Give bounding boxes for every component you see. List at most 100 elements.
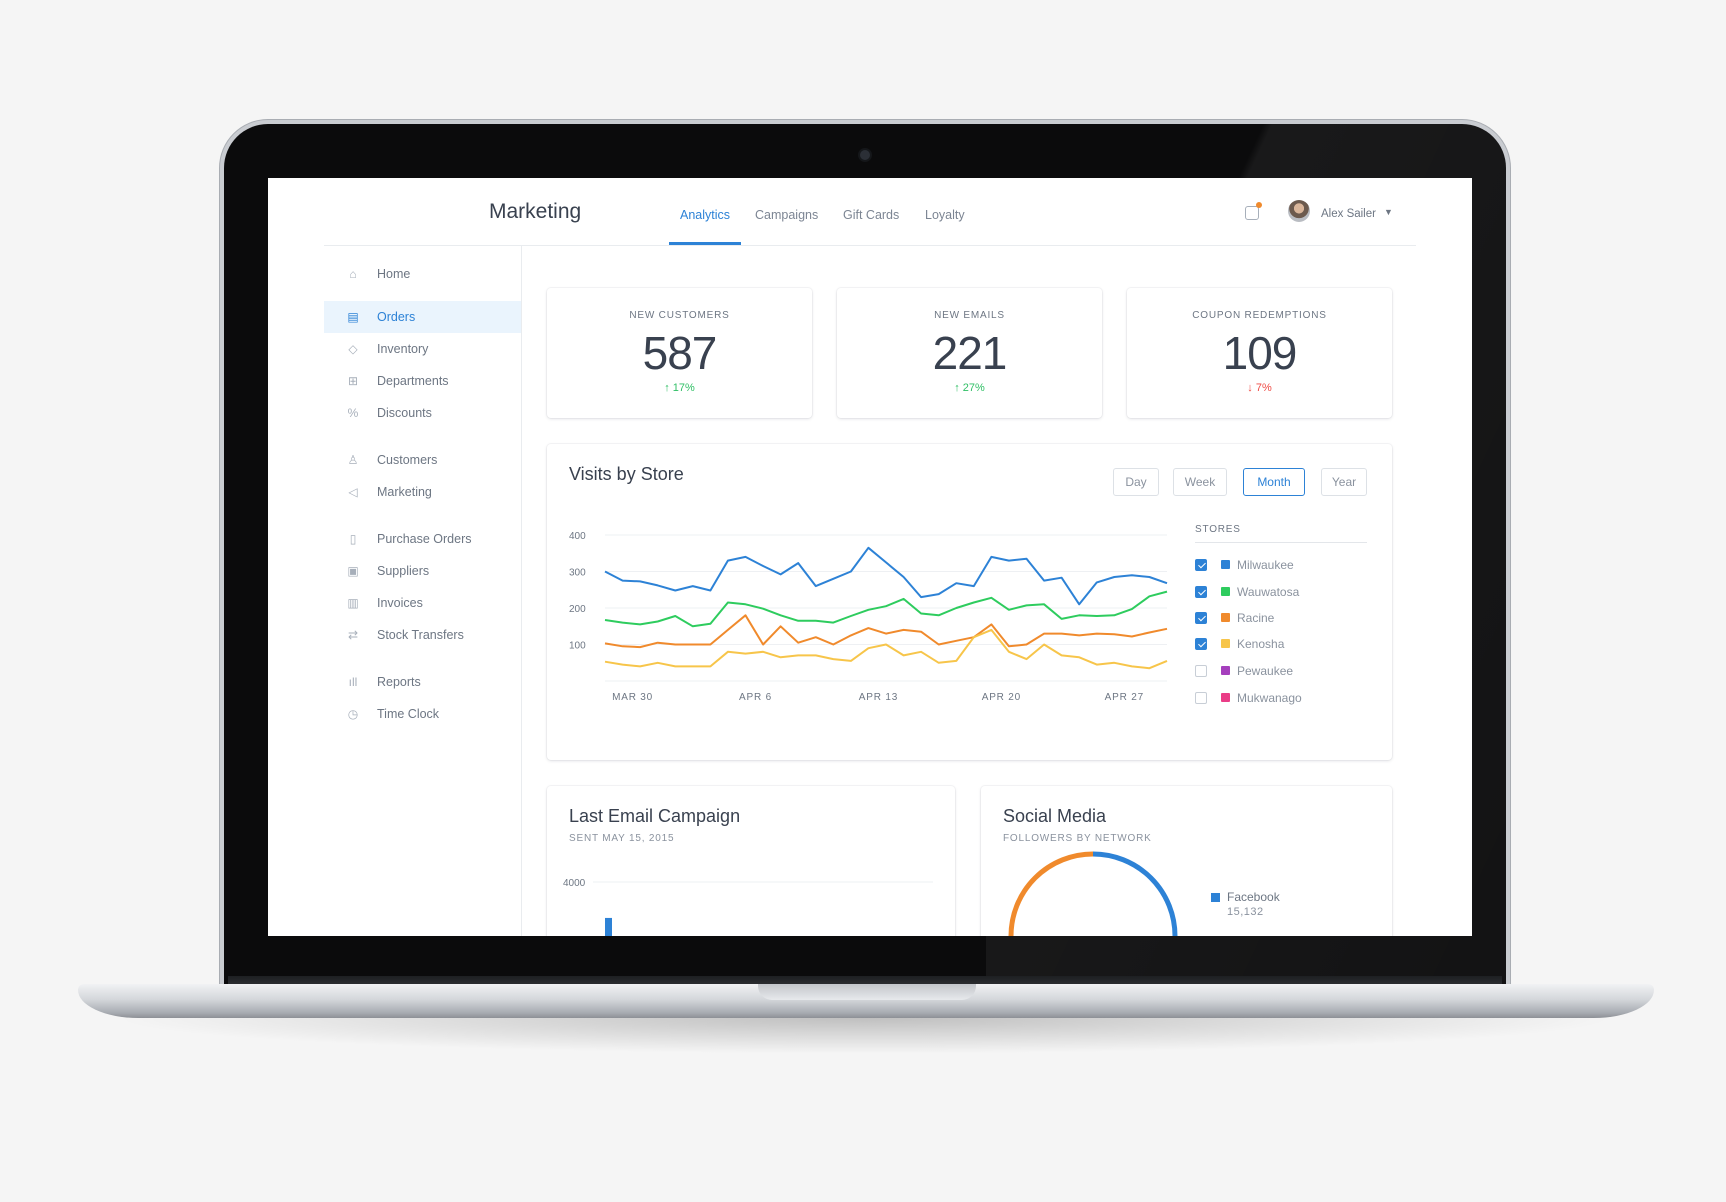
y-tick-label: 200 <box>569 604 586 615</box>
legend-item-wauwatosa[interactable]: Wauwatosa <box>1195 584 1375 602</box>
sidebar-item-label: Stock Transfers <box>377 628 464 642</box>
x-tick-label: MAR 30 <box>612 692 653 703</box>
stores-legend-title: STORES <box>1195 524 1367 543</box>
sidebar-item-invoices[interactable]: ▥ Invoices <box>324 587 521 619</box>
stat-card-new-emails: NEW EMAILS 221 ↑ 27% <box>837 288 1102 418</box>
sidebar-item-marketing[interactable]: ◁ Marketing <box>324 476 521 508</box>
y-tick-label: 4000 <box>563 878 586 889</box>
sidebar-item-time-clock[interactable]: ◷ Time Clock <box>324 698 521 730</box>
email-bar-chart: 30004000 <box>563 878 933 936</box>
checkbox-icon[interactable] <box>1195 612 1207 624</box>
app-screen: Marketing Analytics Campaigns Gift Cards… <box>268 178 1472 936</box>
card-title: Last Email Campaign <box>569 806 741 826</box>
color-swatch <box>1221 666 1230 675</box>
document-icon: ▯ <box>349 532 357 546</box>
card-subtitle: SENT MAY 15, 2015 <box>569 833 675 844</box>
color-swatch <box>1221 560 1230 569</box>
caret-down-icon[interactable]: ▼ <box>1384 207 1393 217</box>
webcam <box>860 150 870 160</box>
sidebar-item-label: Suppliers <box>377 564 430 578</box>
user-name[interactable]: Alex Sailer <box>1321 208 1376 220</box>
sidebar-item-reports[interactable]: ıll Reports <box>324 666 521 698</box>
sidebar-item-suppliers[interactable]: ▣ Suppliers <box>324 555 521 587</box>
box-icon: ◇ <box>348 342 358 356</box>
sidebar-item-label: Customers <box>377 453 438 467</box>
period-day-button[interactable]: Day <box>1113 468 1159 496</box>
sidebar-item-discounts[interactable]: % Discounts <box>324 397 521 429</box>
stat-change: ↓ 7% <box>1247 382 1272 394</box>
legend-label: Pewaukee <box>1237 664 1294 678</box>
sidebar-item-customers[interactable]: ♙ Customers <box>324 444 521 476</box>
series-line-wauwatosa <box>604 590 1168 628</box>
y-tick-label: 300 <box>569 568 586 579</box>
x-tick-label: APR 27 <box>1105 692 1144 703</box>
sidebar-item-home[interactable]: ⌂ Home <box>324 258 521 290</box>
orders-icon: ▤ <box>347 310 359 324</box>
sidebar-item-label: Inventory <box>377 342 429 356</box>
checkbox-icon[interactable] <box>1195 665 1207 677</box>
sidebar-item-departments[interactable]: ⊞ Departments <box>324 365 521 397</box>
legend-count: 15,132 <box>1227 906 1264 918</box>
sidebar-item-inventory[interactable]: ◇ Inventory <box>324 333 521 365</box>
sidebar-item-stock-transfers[interactable]: ⇄ Stock Transfers <box>324 619 521 651</box>
sidebar-item-label: Departments <box>377 374 449 388</box>
legend-item-kenosha[interactable]: Kenosha <box>1195 636 1375 654</box>
page-title: Marketing <box>489 200 582 223</box>
sidebar-item-purchase-orders[interactable]: ▯ Purchase Orders <box>324 523 521 555</box>
sidebar-item-orders[interactable]: ▤ Orders <box>324 301 521 333</box>
stat-value: 221 <box>932 327 1008 379</box>
legend-label: Racine <box>1237 611 1275 625</box>
legend-item-pewaukee[interactable]: Pewaukee <box>1195 663 1375 681</box>
checkbox-icon[interactable] <box>1195 559 1207 571</box>
tab-analytics[interactable]: Analytics <box>680 208 731 222</box>
stat-change: ↑ 17% <box>664 382 695 394</box>
card-subtitle: FOLLOWERS BY NETWORK <box>1003 833 1152 844</box>
grid-icon: ⊞ <box>347 374 359 388</box>
series-line-kenosha <box>604 628 1168 670</box>
notification-icon[interactable] <box>1245 206 1259 220</box>
visits-line-chart: 100 200 300 400 MAR 30 APR 6 APR 13 APR 20 APR 2… <box>569 531 1168 703</box>
period-year-button[interactable]: Year <box>1321 468 1367 496</box>
x-tick-label: APR 6 <box>739 692 772 703</box>
sidebar-item-label: Purchase Orders <box>377 532 472 546</box>
tab-campaigns[interactable]: Campaigns <box>755 208 819 222</box>
sidebar-item-label: Discounts <box>377 406 432 420</box>
checkbox-icon[interactable] <box>1195 586 1207 598</box>
tab-gift-cards[interactable]: Gift Cards <box>843 208 900 222</box>
y-tick-label: 100 <box>569 641 586 652</box>
period-week-button[interactable]: Week <box>1173 468 1227 496</box>
period-month-button[interactable]: Month <box>1243 468 1305 496</box>
donut-segment-facebook <box>1092 851 1178 936</box>
visits-by-store-card: Visits by Store Day Week Month Year 100 2… <box>547 444 1392 760</box>
legend-item-milwaukee[interactable]: Milwaukee <box>1195 557 1375 575</box>
sidebar-item-label: Invoices <box>377 596 423 610</box>
user-avatar[interactable] <box>1288 200 1310 222</box>
checkbox-icon[interactable] <box>1195 638 1207 650</box>
color-swatch <box>1211 893 1220 902</box>
followers-donut-chart <box>1008 851 1178 936</box>
active-tab-indicator <box>669 242 741 245</box>
top-bar <box>324 178 1416 246</box>
series-line-milwaukee <box>604 546 1168 606</box>
social-media-card: Social Media FOLLOWERS BY NETWORK Facebo… <box>981 786 1392 936</box>
card-title: Visits by Store <box>569 464 684 484</box>
percent-icon: % <box>347 406 359 420</box>
donut-segment-other <box>1008 851 1094 936</box>
sidebar: ⌂ Home ▤ Orders ◇ Inventory ⊞ Department… <box>324 246 522 936</box>
color-swatch <box>1221 613 1230 622</box>
laptop-shadow <box>110 1018 1620 1054</box>
tab-loyalty[interactable]: Loyalty <box>925 208 965 222</box>
legend-label: Kenosha <box>1237 637 1285 651</box>
stat-value: 109 <box>1222 327 1298 379</box>
sidebar-item-label: Home <box>377 267 411 281</box>
legend-item-racine[interactable]: Racine <box>1195 610 1375 628</box>
user-icon: ♙ <box>347 453 359 467</box>
sidebar-item-label: Orders <box>377 310 416 324</box>
laptop-notch <box>758 984 976 1000</box>
home-icon: ⌂ <box>349 267 357 281</box>
color-swatch <box>1221 587 1230 596</box>
email-campaign-card: Last Email Campaign SENT MAY 15, 2015 30… <box>547 786 955 936</box>
stat-card-coupon-redemptions: COUPON REDEMPTIONS 109 ↓ 7% <box>1127 288 1392 418</box>
checkbox-icon[interactable] <box>1195 692 1207 704</box>
legend-item-mukwanago[interactable]: Mukwanago <box>1195 690 1375 708</box>
